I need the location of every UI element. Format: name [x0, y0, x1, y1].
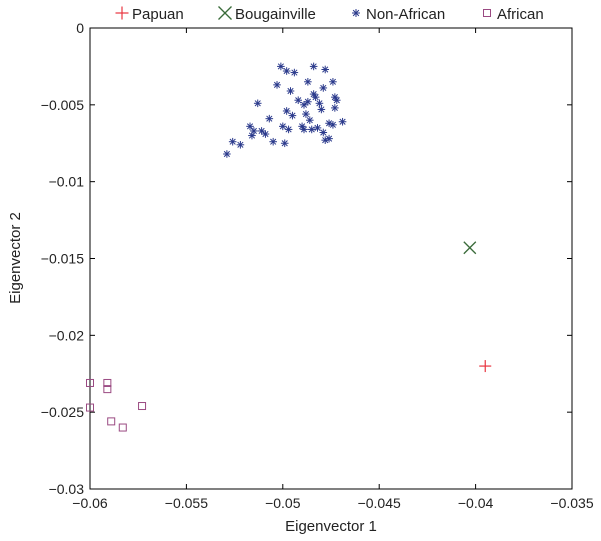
- data-point: [307, 125, 316, 134]
- x-tick-label: −0.06: [72, 495, 108, 511]
- legend-label: Non-African: [366, 6, 445, 23]
- data-point: [300, 101, 308, 109]
- plot-frame: [89, 27, 573, 490]
- legend-entry: Non-African: [352, 6, 445, 23]
- data-point: [86, 403, 94, 412]
- data-point: [311, 93, 320, 101]
- data-point: [273, 81, 281, 89]
- data-point: [317, 105, 326, 114]
- data-point: [250, 127, 258, 135]
- data-point: [265, 114, 274, 123]
- data-point: [290, 68, 299, 77]
- data-point: [463, 241, 477, 255]
- legend-marker: [115, 6, 129, 20]
- y-axis: 0 −0.005 −0.01 −0.015 −0.02 −0.025 −0.03: [41, 20, 572, 497]
- data-point: [107, 417, 116, 426]
- data-point: [304, 77, 312, 86]
- y-tick-label: −0.005: [41, 97, 84, 113]
- data-point: [138, 402, 147, 411]
- legend-entry: Papuan: [115, 6, 184, 23]
- data-point: [331, 93, 339, 101]
- data-point: [261, 130, 270, 138]
- data-point: [277, 62, 285, 71]
- data-point: [325, 134, 333, 143]
- data-point: [332, 96, 341, 105]
- data-point: [288, 111, 297, 120]
- data-point: [305, 116, 314, 124]
- series-non-african: [223, 62, 347, 158]
- legend-label: African: [497, 6, 544, 23]
- series-african: [86, 378, 147, 432]
- data-point: [309, 62, 318, 71]
- y-tick-label: −0.025: [41, 404, 84, 420]
- data-point: [279, 122, 287, 131]
- data-points: [86, 62, 492, 432]
- x-tick-label: −0.05: [265, 495, 301, 511]
- data-point: [246, 122, 254, 131]
- x-axis-label: Eigenvector 1: [285, 518, 377, 535]
- data-point: [331, 104, 339, 112]
- data-point: [118, 423, 127, 432]
- series-papuan: [479, 360, 492, 373]
- data-point: [338, 117, 347, 126]
- data-point: [103, 378, 112, 387]
- data-point: [329, 77, 337, 86]
- data-point: [253, 99, 262, 108]
- legend: Papuan Bougainville Non-African African: [115, 6, 544, 23]
- data-point: [319, 128, 328, 137]
- data-point: [294, 96, 303, 105]
- y-tick-label: 0: [76, 20, 84, 36]
- data-point: [329, 121, 337, 129]
- legend-marker: [218, 6, 232, 20]
- data-point: [300, 125, 308, 134]
- legend-entry: African: [483, 6, 544, 23]
- y-axis-label: Eigenvector 2: [7, 212, 24, 304]
- data-point: [313, 124, 322, 132]
- series-bougainville: [463, 241, 477, 255]
- legend-marker: [352, 9, 360, 17]
- y-tick-label: −0.03: [49, 481, 85, 497]
- data-point: [103, 385, 112, 394]
- legend-label: Bougainville: [235, 6, 316, 23]
- data-point: [286, 87, 295, 95]
- data-point: [86, 378, 94, 387]
- legend-label: Papuan: [132, 6, 184, 23]
- y-tick-label: −0.015: [41, 251, 84, 267]
- y-tick-label: −0.01: [49, 174, 85, 190]
- data-point: [304, 97, 312, 106]
- data-point: [280, 139, 289, 148]
- x-tick-label: −0.045: [358, 495, 401, 511]
- data-point: [228, 137, 237, 146]
- x-tick-label: −0.035: [550, 495, 593, 511]
- data-point: [284, 125, 293, 134]
- data-point: [479, 360, 492, 373]
- y-tick-label: −0.02: [49, 327, 85, 343]
- data-point: [319, 84, 328, 92]
- legend-entry: Bougainville: [218, 6, 316, 23]
- data-point: [321, 65, 330, 74]
- x-axis: −0.06 −0.055 −0.05 −0.045 −0.04 −0.035: [72, 28, 594, 511]
- x-tick-label: −0.055: [165, 495, 208, 511]
- data-point: [282, 67, 291, 75]
- data-point: [315, 99, 324, 108]
- data-point: [282, 107, 291, 115]
- data-point: [269, 137, 277, 146]
- data-point: [302, 110, 310, 118]
- x-tick-label: −0.04: [458, 495, 494, 511]
- data-point: [321, 136, 330, 144]
- legend-marker: [483, 9, 491, 17]
- data-point: [223, 150, 231, 158]
- data-point: [257, 127, 266, 135]
- data-point: [236, 140, 245, 149]
